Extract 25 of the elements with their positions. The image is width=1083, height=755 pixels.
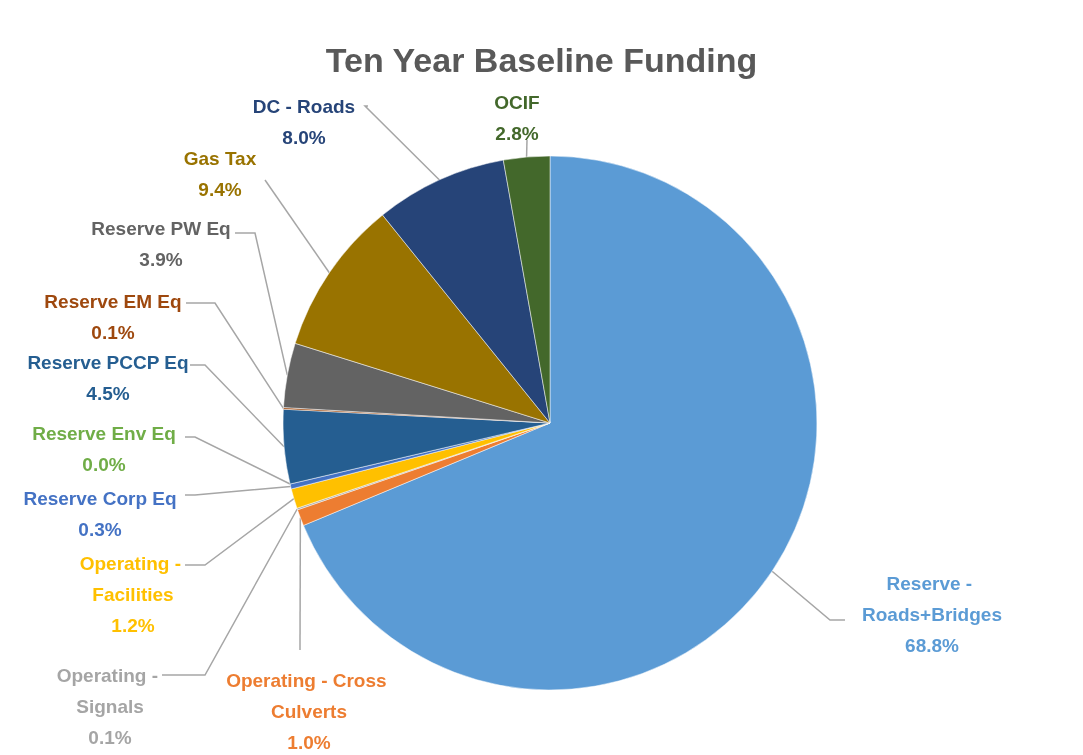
data-label: 68.8% [905, 635, 960, 656]
slice-label: Reserve Corp Eq [23, 488, 177, 509]
slice-label: Reserve PCCP Eq [27, 352, 189, 373]
data-label: 1.2% [111, 615, 155, 636]
slice-label: Reserve PW Eq [91, 218, 231, 239]
data-label: 0.1% [91, 322, 135, 343]
chart-title: Ten Year Baseline Funding [325, 41, 758, 79]
data-label: 3.9% [139, 249, 183, 270]
data-label: 4.5% [86, 383, 130, 404]
data-label: 1.0% [287, 732, 331, 753]
data-label: 9.4% [198, 179, 242, 200]
data-label: 2.8% [495, 123, 539, 144]
slice-label: Reserve EM Eq [44, 291, 182, 312]
data-label: 0.3% [78, 519, 122, 540]
slice-label: OCIF [494, 92, 540, 113]
slice-label: Operating - Cross Culverts [226, 670, 392, 722]
category-label: Reserve Env Eq [32, 423, 176, 444]
slice-label: Reserve - Roads+Bridges [862, 573, 1002, 625]
slice-label: Gas Tax [183, 148, 257, 169]
text: 0.0% [82, 454, 126, 475]
slice-label: Operating - Signals [56, 665, 164, 717]
slice-label: Operating - Facilities [79, 553, 187, 605]
slice-label: DC - Roads [252, 96, 356, 117]
data-label: 0.1% [88, 727, 132, 748]
data-label: 8.0% [282, 127, 326, 148]
